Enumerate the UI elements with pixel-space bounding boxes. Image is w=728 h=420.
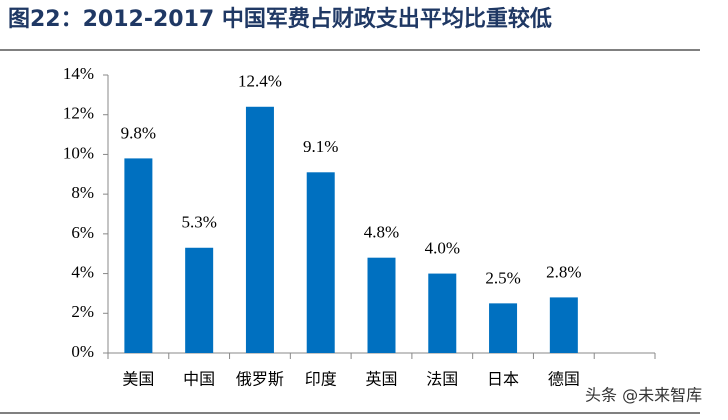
- y-tick-label: 0%: [71, 342, 94, 361]
- y-tick-label: 6%: [71, 223, 94, 242]
- y-tick-label: 10%: [63, 143, 94, 162]
- x-tick-label: 英国: [365, 370, 397, 389]
- value-label: 12.4%: [238, 72, 282, 91]
- value-label: 9.8%: [121, 123, 156, 142]
- value-label: 9.1%: [303, 137, 338, 156]
- y-tick-label: 4%: [71, 262, 94, 281]
- x-tick-label: 法国: [426, 370, 458, 389]
- value-label: 4.0%: [425, 238, 460, 257]
- value-label: 2.5%: [485, 268, 520, 287]
- value-label: 2.8%: [546, 262, 581, 281]
- bar: [306, 172, 335, 353]
- x-tick-label: 俄罗斯: [236, 370, 284, 389]
- y-tick-label: 14%: [63, 64, 94, 83]
- bar: [428, 273, 457, 353]
- y-tick-label: 2%: [71, 302, 94, 321]
- chart-title: 图22：2012-2017 中国军费占财政支出平均比重较低: [8, 6, 552, 32]
- bar: [489, 303, 518, 353]
- bar: [367, 257, 396, 353]
- bar: [549, 297, 578, 353]
- y-tick-label: 8%: [71, 183, 94, 202]
- x-tick-label: 美国: [122, 370, 154, 389]
- x-tick-label: 印度: [305, 370, 337, 389]
- x-tick-label: 日本: [487, 370, 519, 389]
- value-label: 4.8%: [364, 223, 399, 242]
- bar: [124, 158, 153, 353]
- x-tick-label: 中国: [183, 370, 215, 389]
- watermark: 头条 @未来智库: [585, 386, 702, 405]
- y-tick-label: 12%: [63, 104, 94, 123]
- bar: [185, 247, 214, 353]
- value-label: 5.3%: [181, 213, 216, 232]
- x-tick-label: 德国: [548, 370, 580, 389]
- bar: [245, 106, 274, 354]
